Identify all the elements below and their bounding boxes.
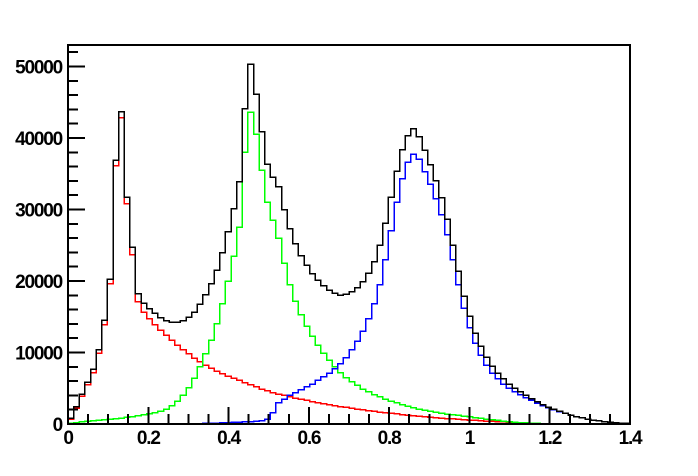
x-tick-label: 0 [63,428,73,449]
plot-frame [67,44,631,425]
x-axis: 0 0.2 0.4 0.6 0.8 1 1.2 1.4 [63,407,644,449]
y-tick-label: 20000 [15,272,62,293]
red-histogram-path [67,117,564,425]
x-tick-label: 1.2 [538,428,561,449]
x-tick-label: 0.2 [137,428,160,449]
x-tick-label: 0.8 [378,428,401,449]
y-tick-label: 50000 [15,58,62,79]
x-tick-label: 1.4 [619,428,643,449]
y-tick-label: 10000 [15,344,62,365]
y-axis: 0 10000 20000 30000 40000 50000 [15,51,85,436]
x-tick-label: 0.4 [217,428,241,449]
y-tick-label: 30000 [15,201,62,222]
y-tick-label: 40000 [15,129,62,150]
y-tick-label: 0 [53,415,63,436]
x-tick-label: 0.6 [297,428,320,449]
black-total-histogram-path [67,63,631,425]
x-tick-label: 1 [465,428,476,449]
